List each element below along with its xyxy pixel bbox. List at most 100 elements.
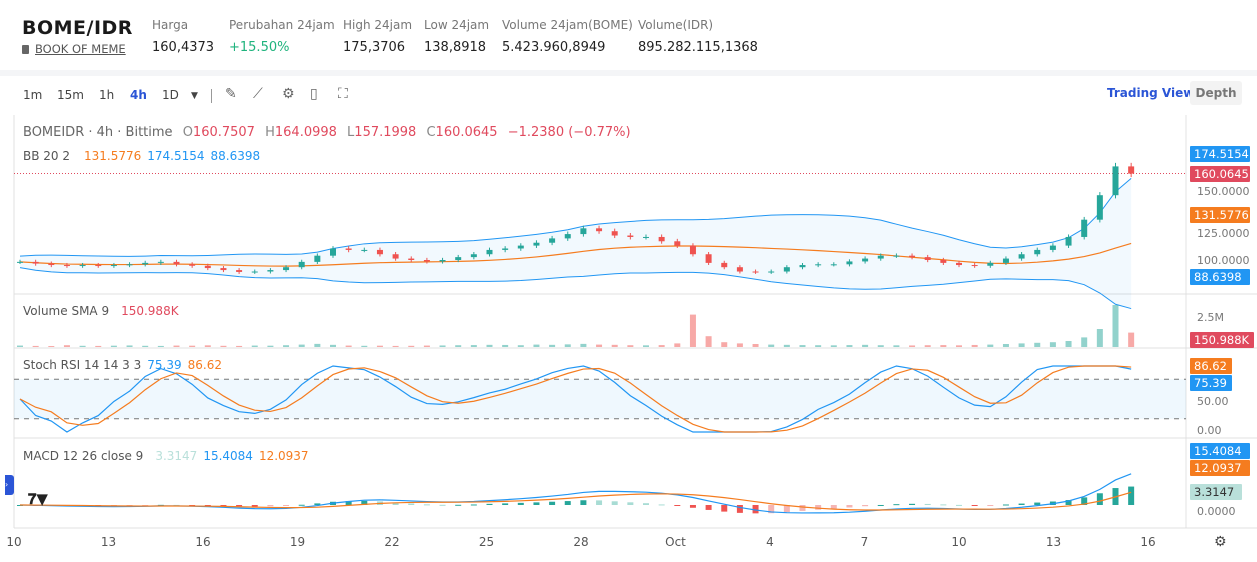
stoch-tick: 50.00 xyxy=(1197,395,1229,408)
volume-bar xyxy=(674,343,681,347)
macd-hist-bar xyxy=(423,504,430,506)
volume-bar xyxy=(376,345,383,347)
candle xyxy=(1112,166,1119,196)
candle xyxy=(611,231,618,236)
volume-bar xyxy=(157,345,164,347)
volume-bar xyxy=(110,345,117,347)
price-tick: 125.0000 xyxy=(1197,227,1250,240)
date-tick: 13 xyxy=(1045,535,1062,549)
bb-lower-tag: 88.6398 xyxy=(1190,269,1250,285)
candle xyxy=(48,263,55,266)
timeframe-1D[interactable]: 1D xyxy=(162,88,179,102)
volume-bar xyxy=(79,345,86,347)
coin-name-link[interactable]: BOOK OF MEME xyxy=(22,42,126,56)
stat-value: 5.423.960,8949 xyxy=(502,40,606,55)
volume-bar xyxy=(361,345,368,347)
volume-bar xyxy=(643,345,649,347)
volume-bar xyxy=(533,344,540,347)
candle xyxy=(376,249,383,255)
macd-hist-bar xyxy=(267,505,274,507)
volume-bar xyxy=(283,345,290,347)
stat-2: High 24jam 175,3706 xyxy=(343,18,412,55)
volume-bar xyxy=(736,343,743,347)
timeframe-1m[interactable]: 1m xyxy=(23,88,43,102)
macd-hist-bar xyxy=(924,503,931,505)
candle xyxy=(971,265,978,267)
gear-icon[interactable]: ⚙ xyxy=(282,86,295,102)
volume-bar xyxy=(909,345,916,347)
fullscreen-icon[interactable]: ⛶ xyxy=(338,86,348,102)
bb-upper-tag: 174.5154 xyxy=(1190,146,1250,162)
depth-tab[interactable]: Depth xyxy=(1190,81,1242,105)
date-tick: 7 xyxy=(860,535,869,549)
bb-mid-value: 131.5776 xyxy=(84,149,142,163)
price-tick: 100.0000 xyxy=(1197,254,1250,267)
settings-icon[interactable]: ⚙ xyxy=(1214,534,1227,550)
volume-bar xyxy=(126,345,133,347)
stat-value: 175,3706 xyxy=(343,40,406,55)
macd-hist-bar xyxy=(815,505,822,510)
candle xyxy=(658,236,665,242)
macd-hist-bar xyxy=(533,502,540,505)
candle xyxy=(486,249,493,255)
macd-hist-bar xyxy=(408,503,415,505)
low-label: L xyxy=(347,125,355,140)
macd-hist-bar xyxy=(283,505,290,506)
macd-hist-bar xyxy=(549,501,556,505)
candle xyxy=(502,248,509,250)
stat-label: Low 24jam xyxy=(424,18,490,32)
macd-line-value: 15.4084 xyxy=(203,449,253,463)
candle xyxy=(893,255,900,257)
timeframe-15m[interactable]: 15m xyxy=(57,88,84,102)
macd-hist-bar xyxy=(517,502,524,505)
macd-hist-bar xyxy=(643,503,649,505)
macd-hist-bar xyxy=(204,505,211,506)
candle xyxy=(580,228,587,235)
macd-hist-bar xyxy=(580,500,587,505)
open-value: 160.7507 xyxy=(192,125,255,140)
volume-bar xyxy=(220,345,227,347)
date-tick: 16 xyxy=(1140,535,1156,549)
volume-bar xyxy=(330,344,336,347)
macd-hist-bar xyxy=(455,504,462,506)
trading-view-tab[interactable]: Trading View xyxy=(1107,86,1195,100)
stoch-d-value: 86.62 xyxy=(187,358,222,372)
timeframe-1h[interactable]: 1h xyxy=(99,88,115,102)
stat-0: Harga 160,4373 xyxy=(152,18,214,55)
volume-bar xyxy=(971,344,978,347)
macd-signal-line xyxy=(19,491,1132,511)
stoch-tick: 0.00 xyxy=(1197,424,1222,437)
macd-line xyxy=(19,473,1132,514)
volume-bar xyxy=(987,344,994,347)
candle xyxy=(643,236,649,238)
volume-bar xyxy=(32,345,39,347)
candle xyxy=(596,228,603,232)
save-icon[interactable]: ▯ xyxy=(310,86,318,102)
candle xyxy=(564,234,571,239)
stat-value: 160,4373 xyxy=(152,40,215,55)
candle xyxy=(189,264,196,266)
pencil-icon[interactable]: ✎ xyxy=(225,86,237,102)
volume-bar xyxy=(1065,341,1072,347)
expand-sidebar-handle[interactable]: › xyxy=(5,475,14,495)
candle xyxy=(783,267,790,272)
candle xyxy=(423,260,430,262)
candle xyxy=(455,257,462,260)
candle xyxy=(940,260,947,263)
candle xyxy=(1128,166,1135,174)
macd-signal-value: 12.0937 xyxy=(258,449,309,463)
timeframe-4h[interactable]: 4h xyxy=(130,88,147,102)
coin-name[interactable]: BOOK OF MEME xyxy=(35,42,126,56)
chevron-down-icon[interactable]: ▼ xyxy=(191,91,198,101)
indicator-icon[interactable]: ⟋ xyxy=(253,86,263,102)
volume-bar xyxy=(204,345,211,347)
stat-label: Perubahan 24jam xyxy=(229,18,335,32)
volume-bar xyxy=(815,345,822,347)
macd-hist-bar xyxy=(470,504,477,506)
high-label: H xyxy=(265,125,275,140)
candle xyxy=(298,261,305,268)
macd-hist-bar xyxy=(298,504,305,506)
candle xyxy=(32,261,39,264)
candle xyxy=(517,245,524,249)
